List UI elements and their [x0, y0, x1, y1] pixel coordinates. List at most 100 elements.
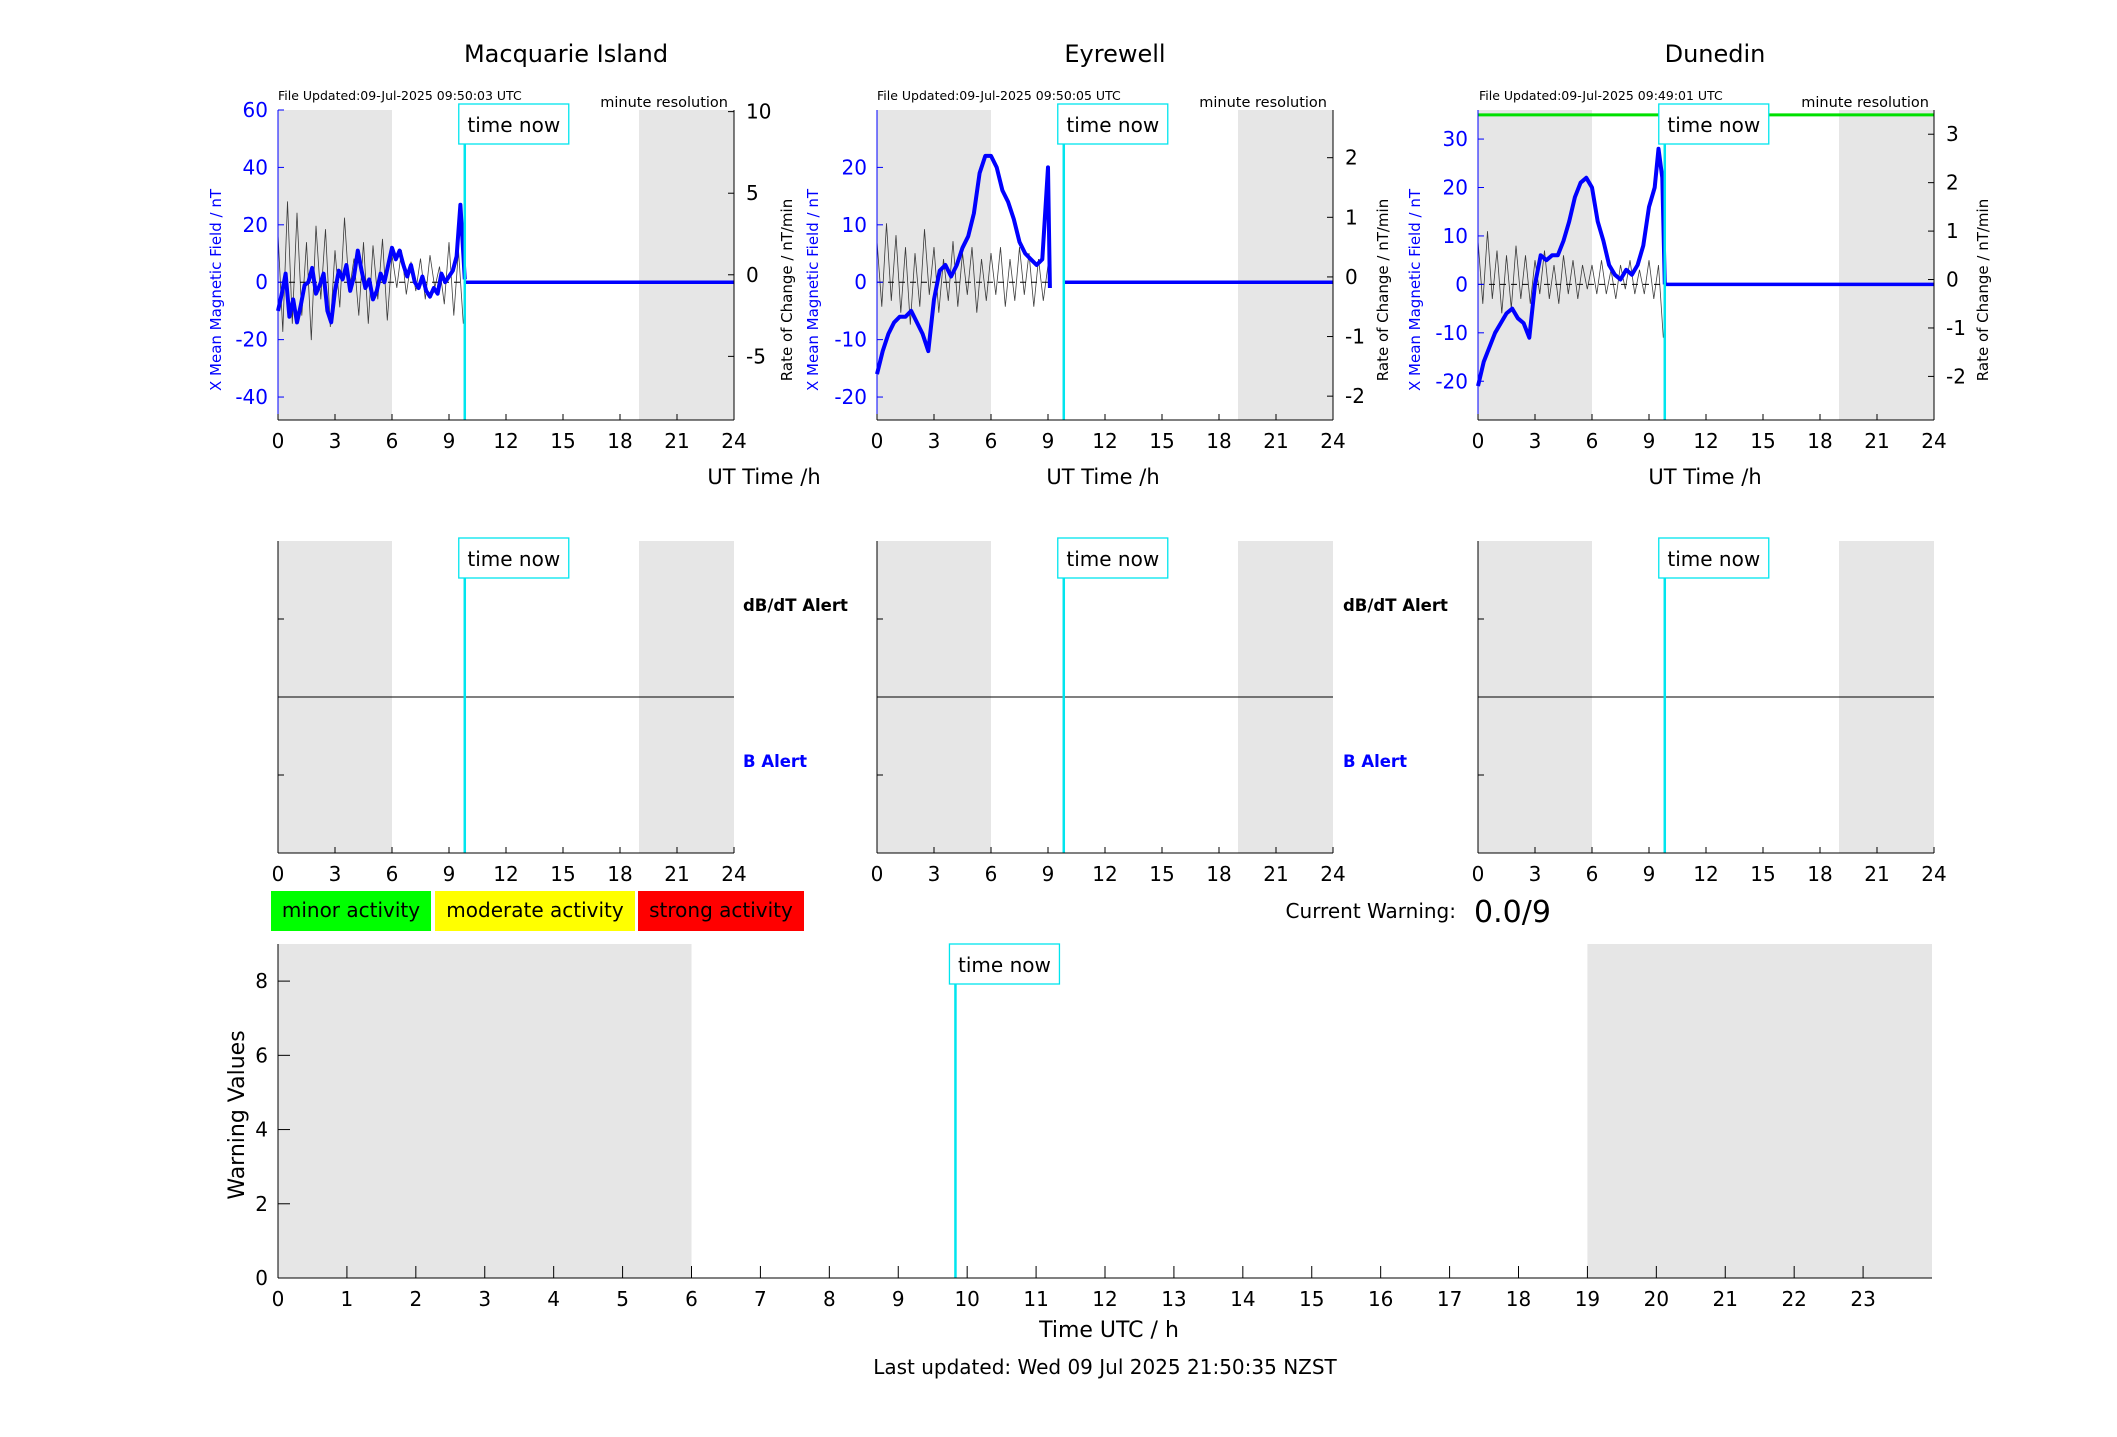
x-tick-label: 0 [272, 429, 285, 453]
x-tick-label: 12 [493, 862, 518, 886]
x-tick-label: 9 [892, 1287, 905, 1311]
x-tick-label: 3 [928, 862, 941, 886]
left-y-tick-label: -20 [1435, 369, 1468, 393]
x-tick-label: 15 [1149, 862, 1174, 886]
x-tick-label: 5 [616, 1287, 629, 1311]
left-axis-label: X Mean Magnetic Field / nT [804, 188, 822, 391]
alert-panel-eyrewell: time now 0 3 6 9 12 15 18 21 24 B Alert [871, 537, 1407, 886]
alert-panel-macquarie: time now 0 3 6 9 12 15 18 21 24 dB/dT Alert B Ale… [272, 537, 848, 886]
legend-label-strong: strong activity [649, 898, 793, 922]
night-shade [1587, 944, 1932, 1278]
legend-moderate: moderate activity [435, 891, 635, 931]
current-warning-label: Current Warning: [1286, 899, 1456, 923]
right-y-tick-label: 0 [746, 263, 759, 287]
right-y-tick-label: 1 [1345, 205, 1358, 229]
x-tick-label: 15 [1750, 862, 1775, 886]
x-tick-label: 3 [329, 862, 342, 886]
x-tick-label: 9 [1643, 862, 1656, 886]
left-y-tick-label: 20 [1443, 176, 1468, 200]
x-tick-label: 24 [1320, 862, 1345, 886]
right-axis-label: Rate of Change / nT/min [778, 199, 796, 381]
right-y-tick-label: -1 [1345, 325, 1365, 349]
x-tick-label: 9 [1042, 862, 1055, 886]
x-tick-label: 0 [871, 429, 884, 453]
right-y-tick-label: -1 [1946, 316, 1966, 340]
x-tick-label: 4 [547, 1287, 560, 1311]
right-y-tick-label: -2 [1946, 364, 1966, 388]
night-shade [1478, 110, 1592, 420]
station-panel-dunedin: Dunedin File Updated:09-Jul-2025 09:49:0… [1406, 40, 1992, 489]
time-now-box [1658, 103, 1770, 145]
time-now-label: time now [1667, 113, 1760, 137]
file-updated-text: File Updated:09-Jul-2025 09:50:03 UTC [278, 88, 522, 103]
field-plot: time now 0 3 6 9 12 15 18 21 24 -40 -20 0 20 40 60 -5 0 5 1… [235, 98, 771, 453]
station-panel-macquarie: Macquarie Island File Updated:09-Jul-202… [207, 40, 821, 489]
x-tick-label: 12 [1092, 862, 1117, 886]
station-title: Dunedin [1665, 40, 1766, 68]
right-y-tick-label: -5 [746, 344, 766, 368]
right-axis-label: Rate of Change / nT/min [1374, 199, 1392, 381]
x-tick-label: 15 [1299, 1287, 1324, 1311]
night-shade [278, 110, 392, 420]
x-tick-label: 18 [1807, 429, 1832, 453]
x-tick-label: 15 [550, 429, 575, 453]
station-title: Eyrewell [1064, 40, 1165, 68]
right-y-tick-label: 5 [746, 181, 759, 205]
right-y-tick-label: 0 [1946, 268, 1959, 292]
resolution-label: minute resolution [600, 95, 728, 111]
legend-swatch-moderate [435, 891, 635, 931]
x-tick-label: 6 [1586, 862, 1599, 886]
x-tick-label: 10 [954, 1287, 979, 1311]
time-now-box [1057, 103, 1169, 145]
left-y-tick-label: -10 [834, 328, 867, 352]
field-line [875, 153, 1052, 375]
x-tick-label: 19 [1575, 1287, 1600, 1311]
field-line [276, 202, 467, 325]
x-tick-label: 7 [754, 1287, 767, 1311]
right-axis-label: Rate of Change / nT/min [1974, 199, 1992, 381]
x-tick-label: 17 [1437, 1287, 1462, 1311]
left-y-tick-label: -10 [1435, 321, 1468, 345]
x-tick-label: 9 [1643, 429, 1656, 453]
x-tick-label: 3 [329, 429, 342, 453]
rate-of-change-line [1477, 231, 1664, 338]
legend-swatch-minor [271, 891, 431, 931]
time-now-label: time now [467, 547, 560, 571]
x-axis-label: UT Time /h [707, 465, 820, 489]
night-shade [639, 110, 734, 420]
time-now-label: time now [1066, 547, 1159, 571]
alert-plot: time now 0 3 6 9 12 15 18 21 24 [1472, 537, 1947, 886]
x-tick-label: 3 [1529, 862, 1542, 886]
x-tick-label: 18 [1206, 429, 1231, 453]
x-axis-label: UT Time /h [1648, 465, 1761, 489]
x-tick-label: 0 [272, 862, 285, 886]
x-tick-label: 12 [1092, 429, 1117, 453]
alert-plot: time now 0 3 6 9 12 15 18 21 24 [272, 537, 747, 886]
x-tick-label: 12 [493, 429, 518, 453]
x-tick-label: 6 [985, 862, 998, 886]
x-tick-label: 23 [1850, 1287, 1875, 1311]
x-tick-label: 6 [985, 429, 998, 453]
x-tick-label: 24 [1921, 429, 1946, 453]
left-y-tick-label: 10 [842, 213, 867, 237]
right-y-tick-label: 3 [1946, 122, 1959, 146]
x-tick-label: 0 [272, 1287, 285, 1311]
x-tick-label: 9 [1042, 429, 1055, 453]
x-tick-label: 6 [386, 429, 399, 453]
time-now-label: time now [958, 953, 1051, 977]
y-tick-label: 8 [255, 969, 268, 993]
b-alert-label: B Alert [1343, 752, 1407, 771]
x-tick-label: 6 [685, 1287, 698, 1311]
x-tick-label: 12 [1693, 862, 1718, 886]
left-y-tick-label: 20 [842, 155, 867, 179]
current-warning-value: 0.0/9 [1474, 895, 1551, 930]
x-tick-label: 21 [664, 429, 689, 453]
x-tick-label: 6 [386, 862, 399, 886]
night-shade [877, 110, 991, 420]
night-shade [1238, 110, 1333, 420]
x-tick-label: 13 [1161, 1287, 1186, 1311]
